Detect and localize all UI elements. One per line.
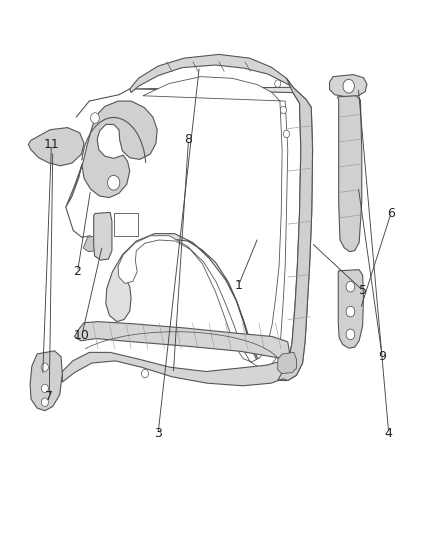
- Text: 6: 6: [387, 207, 395, 220]
- Polygon shape: [74, 321, 290, 359]
- Polygon shape: [130, 54, 293, 93]
- Circle shape: [280, 107, 286, 114]
- Circle shape: [108, 175, 120, 190]
- Text: 8: 8: [184, 133, 193, 146]
- Text: 10: 10: [74, 329, 90, 342]
- Text: 5: 5: [359, 284, 367, 297]
- Circle shape: [343, 79, 354, 93]
- Text: 1: 1: [235, 279, 243, 292]
- Polygon shape: [28, 127, 84, 166]
- Text: 2: 2: [74, 265, 81, 278]
- Text: 9: 9: [378, 350, 386, 363]
- Polygon shape: [30, 351, 62, 411]
- Circle shape: [42, 398, 48, 407]
- Circle shape: [141, 369, 148, 378]
- Polygon shape: [337, 96, 362, 252]
- Polygon shape: [278, 78, 313, 381]
- Text: 11: 11: [43, 138, 59, 151]
- Polygon shape: [83, 236, 99, 252]
- Polygon shape: [66, 101, 157, 207]
- Polygon shape: [329, 75, 367, 97]
- Circle shape: [346, 329, 355, 340]
- Text: 3: 3: [154, 427, 162, 440]
- Circle shape: [283, 130, 290, 138]
- Polygon shape: [338, 270, 364, 348]
- Text: 7: 7: [45, 390, 53, 403]
- Circle shape: [275, 80, 281, 87]
- FancyBboxPatch shape: [114, 214, 138, 236]
- Polygon shape: [278, 352, 297, 374]
- Circle shape: [42, 384, 48, 393]
- Circle shape: [91, 113, 99, 123]
- Circle shape: [346, 306, 355, 317]
- Polygon shape: [94, 213, 112, 260]
- Polygon shape: [106, 87, 313, 381]
- Polygon shape: [62, 352, 286, 386]
- Polygon shape: [118, 77, 288, 368]
- Circle shape: [42, 363, 48, 372]
- Text: 4: 4: [385, 427, 393, 440]
- Circle shape: [346, 281, 355, 292]
